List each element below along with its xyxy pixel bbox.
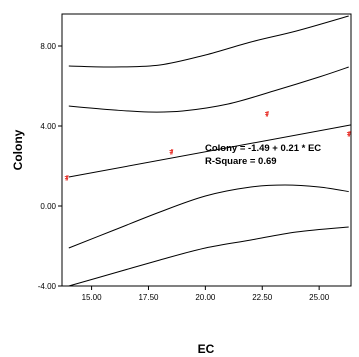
y-axis: -4.00 0.00 4.00 8.00 xyxy=(38,42,62,291)
band-curve-2 xyxy=(68,66,349,113)
data-point-1 xyxy=(64,175,69,181)
x-tick-label: 25.00 xyxy=(309,293,330,302)
data-points xyxy=(64,111,351,181)
x-tick-label: 15.00 xyxy=(82,293,103,302)
x-axis: 15.00 17.50 20.00 22.50 25.00 xyxy=(82,286,330,302)
prediction-bands xyxy=(68,15,349,287)
y-tick-label: 4.00 xyxy=(40,122,56,131)
data-point-3 xyxy=(265,111,269,117)
band-curve-1 xyxy=(68,15,349,68)
y-tick-label: -4.00 xyxy=(38,282,57,291)
x-tick-label: 17.50 xyxy=(138,293,159,302)
band-curve-4 xyxy=(68,226,349,287)
regression-line-group xyxy=(68,124,352,178)
plot-frame xyxy=(61,13,352,287)
y-axis-title: Colony xyxy=(11,129,25,170)
y-tick-label: 8.00 xyxy=(40,42,56,51)
equation-annotation: Colony = -1.49 + 0.21 * EC xyxy=(205,143,321,154)
regression-line xyxy=(68,124,352,178)
x-axis-title: EC xyxy=(198,342,215,356)
x-tick-label: 20.00 xyxy=(195,293,216,302)
x-tick-label: 22.50 xyxy=(252,293,273,302)
data-point-2 xyxy=(169,149,174,155)
r-square-annotation: R-Square = 0.69 xyxy=(205,156,277,167)
band-curve-3 xyxy=(68,184,349,249)
y-tick-label: 0.00 xyxy=(40,202,56,211)
data-point-4 xyxy=(346,131,351,137)
